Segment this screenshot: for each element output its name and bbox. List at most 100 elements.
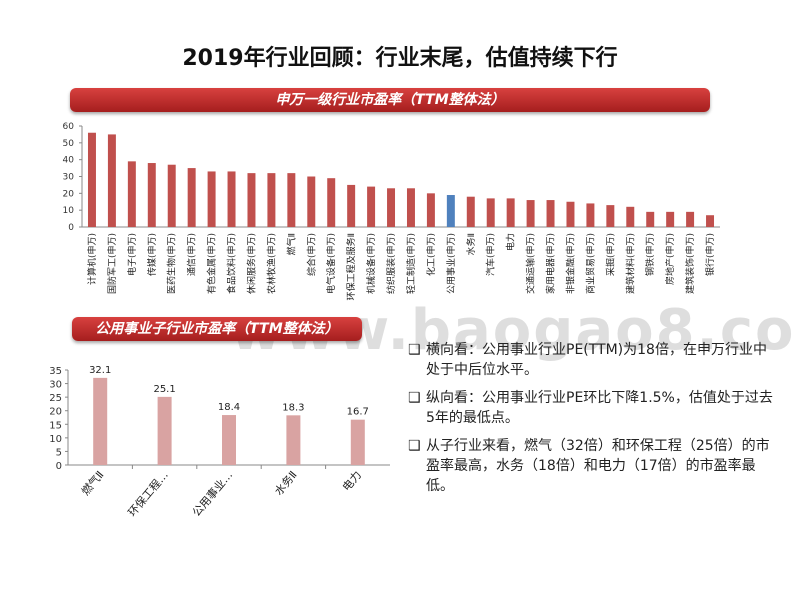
bar — [446, 195, 455, 227]
x-tick-label: 水务Ⅱ — [465, 233, 477, 255]
x-tick-label: 通信(申万) — [186, 233, 198, 276]
bullet-list: ❑ 横向看：公用事业行业PE(TTM)为18倍，在申万行业中处于中后位水平。 ❑… — [408, 340, 778, 504]
x-tick-label: 钢铁(申万) — [644, 233, 656, 276]
chart1-banner: 申万一级行业市盈率（TTM整体法） — [70, 88, 710, 112]
bar — [606, 205, 615, 227]
y-tick-label: 35 — [49, 366, 62, 377]
bar — [187, 168, 196, 227]
bar — [350, 419, 365, 465]
bar — [387, 188, 396, 227]
checkbox-icon: ❑ — [408, 390, 421, 406]
x-tick-label: 家用电器(申万) — [545, 233, 557, 294]
bar — [222, 415, 236, 465]
bar — [287, 173, 296, 227]
bullet-item: ❑ 从子行业来看，燃气（32倍）和环保工程（25倍）的市盈率最高，水务（18倍）… — [408, 436, 778, 496]
bar — [666, 211, 675, 227]
x-tick-label: 电力 — [505, 233, 517, 251]
x-tick-label: 公用事业(申万) — [445, 233, 457, 294]
checkbox-icon: ❑ — [408, 342, 421, 358]
bar — [327, 178, 336, 227]
bar — [167, 164, 176, 227]
bullet-text: 从子行业来看，燃气（32倍）和环保工程（25倍）的市盈率最高，水务（18倍）和电… — [426, 438, 770, 494]
x-tick-label: 综合(申万) — [305, 233, 317, 276]
x-tick-label: 建筑装饰(申万) — [684, 233, 696, 294]
checkbox-icon: ❑ — [408, 438, 421, 454]
y-tick-label: 10 — [49, 434, 62, 445]
bar — [526, 200, 535, 227]
y-tick-label: 20 — [49, 407, 62, 418]
x-tick-label: 燃气Ⅱ — [78, 468, 106, 498]
x-tick-label: 银行(申万) — [704, 233, 716, 276]
y-tick-label: 0 — [68, 223, 74, 233]
x-tick-label: 环保工程及服务Ⅱ — [345, 233, 357, 300]
chart2-banner: 公用事业子行业市盈率（TTM整体法） — [72, 317, 362, 341]
bar — [546, 200, 555, 227]
y-tick-label: 50 — [63, 139, 75, 149]
x-tick-label: 国防军工(申万) — [106, 233, 118, 294]
x-tick-label: 电子(申万) — [126, 233, 138, 276]
data-label: 18.4 — [218, 402, 240, 413]
bar — [157, 396, 172, 465]
bar — [466, 196, 475, 227]
bar — [93, 377, 108, 465]
x-tick-label: 环保工程… — [125, 468, 171, 519]
x-tick-label: 非银金融(申万) — [564, 233, 576, 294]
x-tick-label: 房地产(申万) — [664, 233, 676, 285]
bar — [286, 415, 301, 465]
x-tick-label: 汽车(申万) — [485, 233, 497, 276]
data-label: 16.7 — [347, 407, 369, 418]
bar — [686, 211, 695, 227]
y-tick-label: 30 — [49, 380, 62, 391]
bar — [207, 171, 216, 227]
x-tick-label: 燃气Ⅱ — [285, 233, 297, 255]
y-tick-label: 5 — [56, 447, 62, 458]
x-tick-label: 采掘(申万) — [604, 233, 616, 276]
pe-subindustry-chart: 0 5 10 15 20 25 30 35 32.1 燃气Ⅱ 25.1 环保工程… 18.4 公用事业… 1… — [49, 365, 390, 519]
x-tick-label: 计算机(申万) — [86, 233, 98, 285]
data-label: 18.3 — [282, 402, 304, 413]
x-tick-label: 建筑材料(申万) — [624, 233, 636, 294]
bullet-item: ❑ 横向看：公用事业行业PE(TTM)为18倍，在申万行业中处于中后位水平。 — [408, 340, 778, 380]
data-label: 25.1 — [153, 384, 175, 395]
x-tick-label: 食品饮料(申万) — [226, 233, 238, 294]
bar — [127, 161, 136, 227]
x-tick-label: 轻工制造(申万) — [405, 233, 417, 294]
y-tick-label: 25 — [49, 393, 62, 404]
y-tick-label: 30 — [63, 173, 75, 183]
x-tick-label: 电力 — [340, 469, 364, 494]
pe-industry-chart: 0 10 20 30 40 50 60 计算机(申万) 国防军工(申万) 电子(申万) 传媒(申万)… — [63, 122, 720, 300]
bar — [247, 173, 256, 227]
bar — [706, 215, 715, 227]
bar — [267, 173, 276, 227]
x-tick-label: 医药生物(申万) — [166, 233, 178, 294]
data-label: 32.1 — [89, 365, 111, 376]
slide-title: 2019年行业回顾：行业末尾，估值持续下行 — [182, 46, 618, 71]
bullet-item: ❑ 纵向看：公用事业行业PE环比下降1.5%，估值处于过去5年的最低点。 — [408, 388, 778, 428]
bar — [367, 186, 376, 227]
bar — [586, 203, 595, 227]
bullet-text: 纵向看：公用事业行业PE环比下降1.5%，估值处于过去5年的最低点。 — [426, 390, 773, 426]
bar — [87, 132, 96, 227]
x-tick-label: 水务Ⅱ — [272, 469, 300, 498]
y-tick-label: 40 — [63, 156, 75, 166]
bar — [626, 206, 635, 227]
x-tick-label: 纺织服装(申万) — [385, 233, 397, 294]
bar — [426, 193, 435, 227]
bullet-text: 横向看：公用事业行业PE(TTM)为18倍，在申万行业中处于中后位水平。 — [426, 342, 767, 378]
x-tick-label: 电气设备(申万) — [325, 233, 337, 294]
x-tick-label: 有色金属(申万) — [206, 233, 218, 294]
bar — [646, 211, 655, 227]
bar — [107, 134, 116, 227]
y-tick-label: 60 — [63, 122, 75, 132]
bar — [406, 188, 415, 227]
y-tick-label: 0 — [56, 461, 62, 472]
x-tick-label: 休闲服务(申万) — [245, 233, 257, 294]
x-tick-label: 机械设备(申万) — [365, 233, 377, 294]
x-tick-label: 传媒(申万) — [146, 233, 158, 276]
bar — [566, 201, 575, 227]
bar — [506, 198, 515, 227]
bar — [227, 171, 236, 227]
y-tick-label: 20 — [63, 189, 75, 199]
x-tick-label: 商业贸易(申万) — [584, 233, 596, 294]
x-tick-label: 交通运输(申万) — [525, 233, 537, 294]
